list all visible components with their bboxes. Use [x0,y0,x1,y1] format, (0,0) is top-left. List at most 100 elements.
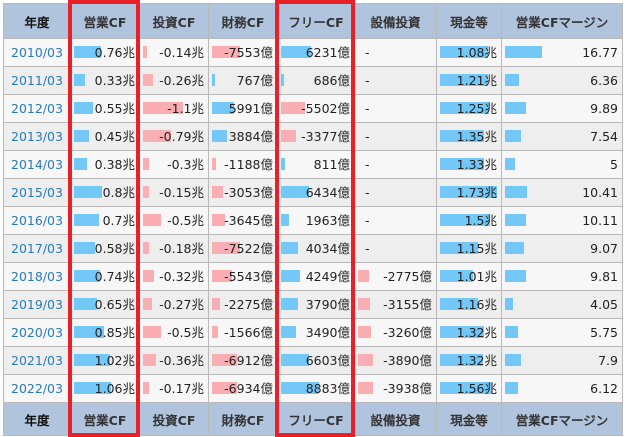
cell-value: 1.35兆 [456,129,497,144]
cell-value: 1.5兆 [464,213,497,228]
year-link[interactable]: 2015/03 [3,178,71,207]
cell-op-cf-margin: 5.75 [501,318,623,347]
cell-value: 0.76兆 [94,45,135,60]
year-link[interactable]: 2014/03 [3,150,71,179]
cell-value: 686億 [313,73,350,88]
cell-free-cf: 6434億 [277,178,355,207]
cell-operating-cf: 0.7兆 [70,206,140,235]
cell-free-cf: -5502億 [277,94,355,123]
value-bar [505,298,513,310]
cell-op-cf-margin: 5 [501,150,623,179]
cell-financing-cf: -7553億 [208,38,278,67]
cell-financing-cf: -7522億 [208,234,278,263]
value-bar [281,158,285,170]
year-link[interactable]: 2016/03 [3,206,71,235]
cell-free-cf: 6231億 [277,38,355,67]
cell-value: 16.77 [582,45,618,60]
cell-value: 0.55兆 [94,101,135,116]
cell-operating-cf: 0.65兆 [70,290,140,319]
table-row: 2012/03 0.55兆 -1.1兆 5991億 -5502億 - 1.25兆 9.89 [3,94,623,123]
cell-value: 3490億 [305,325,350,340]
header-financing-cf: 財務CF [208,3,278,39]
cell-value: 9.89 [590,101,618,116]
value-bar [143,326,161,338]
value-bar [281,242,298,254]
cell-cash: 1.33兆 [436,150,502,179]
footer-capex: 設備投資 [354,402,437,436]
header-operating-cf: 営業CF [70,3,140,39]
value-bar [281,270,300,282]
cell-investing-cf: -0.15兆 [139,178,209,207]
cell-value: -7553億 [224,45,273,60]
cell-value: -3890億 [383,353,432,368]
cell-cash: 1.08兆 [436,38,502,67]
cell-financing-cf: -1188億 [208,150,278,179]
cell-value: 0.58兆 [94,241,135,256]
value-bar [281,130,296,142]
year-link[interactable]: 2022/03 [3,374,71,403]
cell-value: -0.27兆 [159,297,204,312]
value-bar [143,186,149,198]
cell-cash: 1.35兆 [436,122,502,151]
year-link[interactable]: 2013/03 [3,122,71,151]
cell-value: 1.32兆 [456,325,497,340]
cell-value: -1.1兆 [167,101,204,116]
cell-op-cf-margin: 10.41 [501,178,623,207]
cell-cash: 1.01兆 [436,262,502,291]
cell-value: 1.06兆 [94,381,135,396]
cell-value: 1.01兆 [456,269,497,284]
cell-capex: -3938億 [354,374,437,403]
cell-financing-cf: -3645億 [208,206,278,235]
cell-value: -6934億 [224,381,273,396]
cell-financing-cf: 5991億 [208,94,278,123]
value-bar [440,186,497,198]
value-bar [505,326,518,338]
value-bar [505,242,524,254]
cell-cash: 1.16兆 [436,290,502,319]
value-bar [143,102,183,114]
cell-cash: 1.21兆 [436,66,502,95]
table-row: 2010/03 0.76兆 -0.14兆 -7553億 6231億 - 1.08兆 16.77 [3,38,623,67]
header-year: 年度 [3,3,71,39]
cell-value: 4.05 [590,297,618,312]
cell-value: 1.32兆 [456,353,497,368]
value-bar [143,130,171,142]
cell-cash: 1.56兆 [436,374,502,403]
year-link[interactable]: 2021/03 [3,346,71,375]
value-bar [74,326,104,338]
cell-value: 1.15兆 [456,241,497,256]
cell-value: -3155億 [383,297,432,312]
table-row: 2020/03 0.85兆 -0.5兆 -1566億 3490億 -3260億 1.32兆 5… [3,318,623,347]
value-bar [440,298,478,310]
year-link[interactable]: 2020/03 [3,318,71,347]
cell-value: 0.7兆 [102,213,135,228]
year-link[interactable]: 2019/03 [3,290,71,319]
cell-free-cf: 8883億 [277,374,355,403]
year-link[interactable]: 2011/03 [3,66,71,95]
cell-value: 1.73兆 [456,185,497,200]
cell-value: -3938億 [383,381,432,396]
cell-value: 1963億 [305,213,350,228]
cell-value: -0.17兆 [159,381,204,396]
cell-value: 1.25兆 [456,101,497,116]
value-bar [505,74,519,86]
year-link[interactable]: 2010/03 [3,38,71,67]
value-bar [358,326,371,338]
value-bar [212,354,237,366]
year-link[interactable]: 2017/03 [3,234,71,263]
cell-value: 9.07 [590,241,618,256]
cell-value: -0.5兆 [167,213,204,228]
cell-value: 811億 [313,157,350,172]
cell-financing-cf: 3884億 [208,122,278,151]
cell-value: -0.3兆 [167,157,204,172]
cell-free-cf: 4249億 [277,262,355,291]
year-link[interactable]: 2018/03 [3,262,71,291]
value-bar [440,46,488,58]
cell-capex: - [354,122,437,151]
value-bar [143,46,147,58]
year-link[interactable]: 2012/03 [3,94,71,123]
value-bar [440,74,488,86]
cell-value: -6912億 [224,353,273,368]
cell-value: -0.5兆 [167,325,204,340]
footer-year: 年度 [3,402,71,436]
